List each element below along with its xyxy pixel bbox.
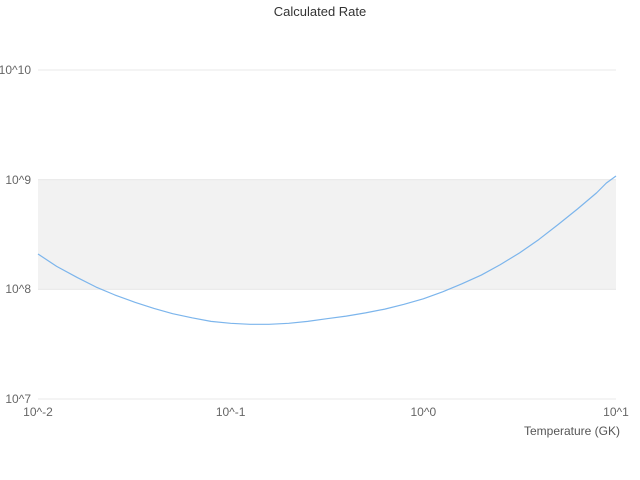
chart-title: Calculated Rate <box>273 4 367 19</box>
calculated-rate-line <box>37 175 617 325</box>
x-tick-label: 10^-2 <box>23 405 53 419</box>
x-tick-label: 10^1 <box>603 405 629 419</box>
x-tick-label: 10^-1 <box>215 405 246 419</box>
y-tick-label: 10^8 <box>5 282 31 297</box>
y-tick-label: 10^9 <box>5 172 31 187</box>
y-tick-label: 10^7 <box>5 392 31 406</box>
x-tick-label: 10^0 <box>410 405 437 419</box>
alternate-band <box>38 179 616 290</box>
x-axis-title: Temperature (GK) <box>523 424 620 438</box>
y-tick-label: 10^10 <box>0 63 31 77</box>
